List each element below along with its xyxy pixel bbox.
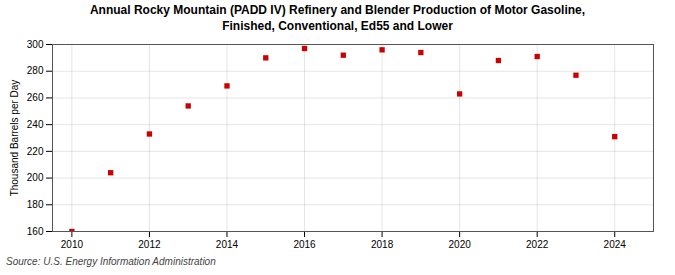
svg-text:2012: 2012 [138, 239, 161, 250]
svg-text:2016: 2016 [293, 239, 316, 250]
svg-text:160: 160 [27, 226, 44, 237]
svg-text:2018: 2018 [371, 239, 394, 250]
svg-text:2022: 2022 [526, 239, 549, 250]
svg-text:2024: 2024 [604, 239, 627, 250]
svg-text:Thousand Barrels per Day: Thousand Barrels per Day [9, 80, 20, 197]
html-text:Annual Rocky Mountain (PADD IV: Annual Rocky Mountain (PADD IV) Refinery… [89, 3, 586, 17]
svg-text:300: 300 [27, 39, 44, 50]
svg-text:2020: 2020 [449, 239, 472, 250]
svg-text:260: 260 [27, 92, 44, 103]
html-text:Source: U.S. Energy Informatio: Source: U.S. Energy Information Administ… [6, 256, 216, 268]
svg-text:2014: 2014 [216, 239, 239, 250]
svg-text:220: 220 [27, 146, 44, 157]
svg-text:200: 200 [27, 172, 44, 183]
svg-text:240: 240 [27, 119, 44, 130]
svg-text:280: 280 [27, 66, 44, 77]
html-text:Finished, Conventional, Ed55 a: Finished, Conventional, Ed55 and Lower [222, 18, 453, 33]
svg-text:180: 180 [27, 199, 44, 210]
svg-text:2010: 2010 [61, 239, 84, 250]
